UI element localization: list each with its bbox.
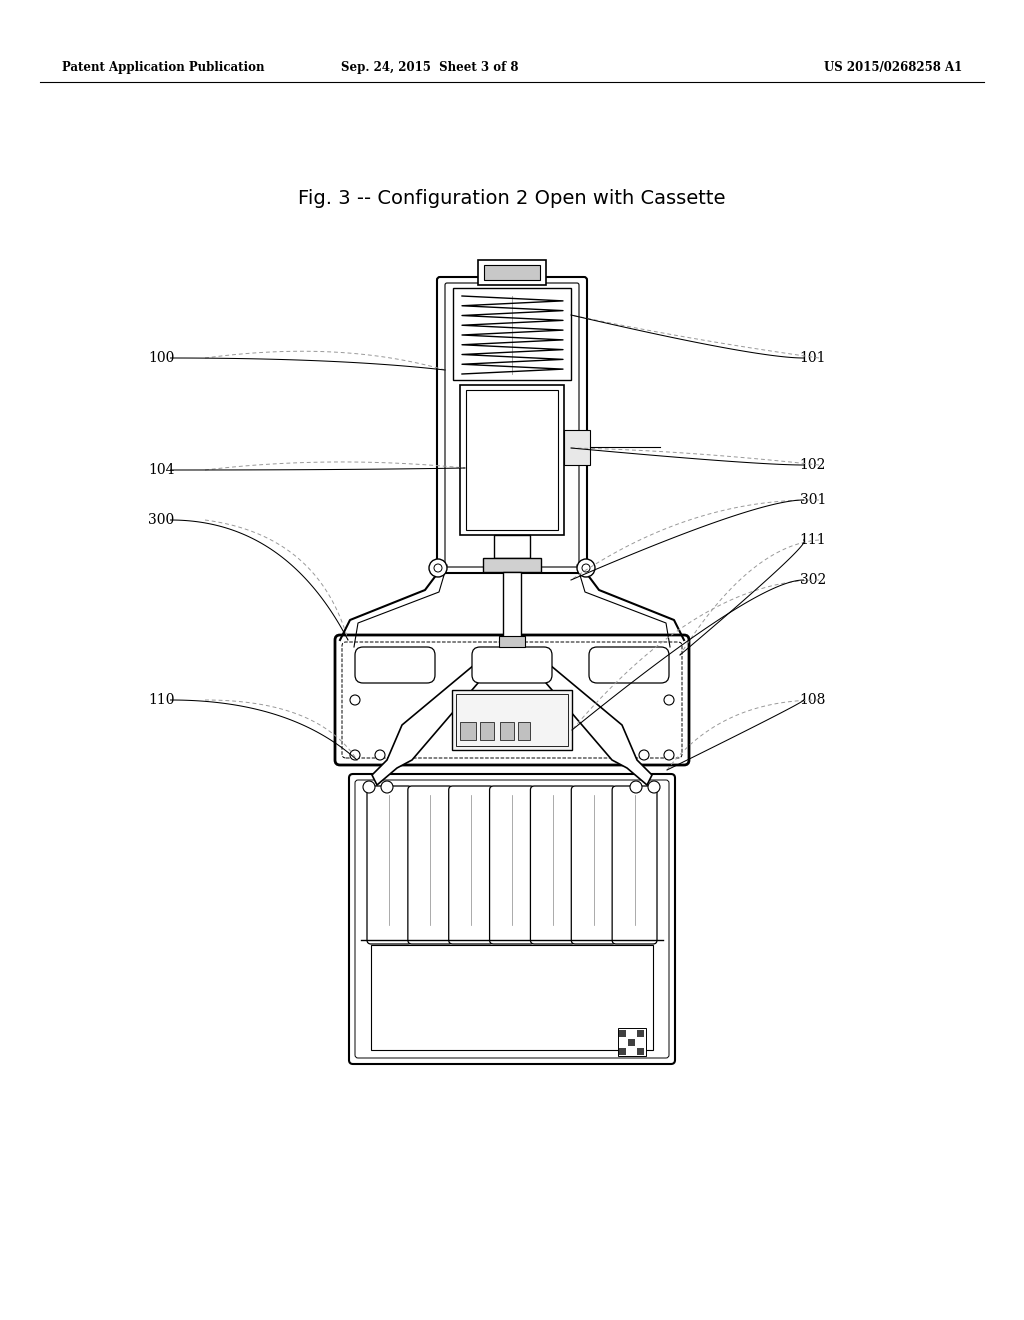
Bar	[637, 1048, 644, 1055]
Text: 104: 104	[148, 463, 174, 477]
Ellipse shape	[350, 750, 360, 760]
Text: 101: 101	[800, 351, 826, 366]
Bar	[456, 694, 568, 746]
Bar	[618, 1030, 626, 1038]
FancyBboxPatch shape	[349, 774, 675, 1064]
Bar	[494, 535, 530, 558]
Text: 111: 111	[800, 533, 826, 546]
Ellipse shape	[582, 564, 590, 572]
Ellipse shape	[350, 696, 360, 705]
Bar	[466, 389, 558, 531]
FancyBboxPatch shape	[472, 647, 552, 682]
Text: 302: 302	[800, 573, 826, 587]
Bar	[460, 722, 476, 741]
Bar	[564, 430, 590, 465]
Bar	[452, 690, 572, 750]
FancyBboxPatch shape	[612, 785, 657, 944]
Text: 110: 110	[148, 693, 174, 708]
Bar	[483, 558, 541, 572]
FancyBboxPatch shape	[489, 785, 535, 944]
FancyBboxPatch shape	[408, 785, 453, 944]
Bar	[371, 945, 653, 1049]
Text: 300: 300	[148, 513, 174, 527]
Bar	[518, 722, 530, 741]
Ellipse shape	[664, 696, 674, 705]
Ellipse shape	[630, 781, 642, 793]
Bar	[480, 722, 494, 741]
FancyBboxPatch shape	[367, 785, 412, 944]
FancyBboxPatch shape	[335, 635, 689, 766]
Text: US 2015/0268258 A1: US 2015/0268258 A1	[823, 62, 962, 74]
FancyBboxPatch shape	[449, 785, 494, 944]
Ellipse shape	[434, 564, 442, 572]
Bar	[484, 265, 540, 280]
Text: 301: 301	[800, 492, 826, 507]
FancyBboxPatch shape	[437, 277, 587, 573]
Ellipse shape	[648, 781, 660, 793]
FancyBboxPatch shape	[355, 647, 435, 682]
Polygon shape	[522, 649, 652, 785]
Ellipse shape	[429, 558, 447, 577]
Bar	[478, 260, 546, 285]
Text: 100: 100	[148, 351, 174, 366]
Text: 108: 108	[800, 693, 826, 708]
Ellipse shape	[375, 750, 385, 760]
Text: Patent Application Publication: Patent Application Publication	[62, 62, 264, 74]
Ellipse shape	[639, 750, 649, 760]
FancyBboxPatch shape	[445, 282, 579, 568]
Text: Sep. 24, 2015  Sheet 3 of 8: Sep. 24, 2015 Sheet 3 of 8	[341, 62, 519, 74]
Bar	[503, 572, 521, 640]
FancyBboxPatch shape	[589, 647, 669, 682]
FancyBboxPatch shape	[571, 785, 616, 944]
Bar	[499, 636, 525, 647]
Text: Fig. 3 -- Configuration 2 Open with Cassette: Fig. 3 -- Configuration 2 Open with Cass…	[298, 189, 726, 207]
Ellipse shape	[381, 781, 393, 793]
Ellipse shape	[664, 750, 674, 760]
Ellipse shape	[362, 781, 375, 793]
Ellipse shape	[577, 558, 595, 577]
Bar	[453, 288, 571, 380]
Bar	[628, 1039, 635, 1045]
FancyBboxPatch shape	[530, 785, 575, 944]
Text: 102: 102	[800, 458, 826, 473]
Bar	[618, 1048, 626, 1055]
Bar	[460, 385, 564, 535]
Bar	[637, 1030, 644, 1038]
Bar	[500, 722, 514, 741]
Bar	[618, 1028, 646, 1056]
Polygon shape	[372, 649, 502, 785]
